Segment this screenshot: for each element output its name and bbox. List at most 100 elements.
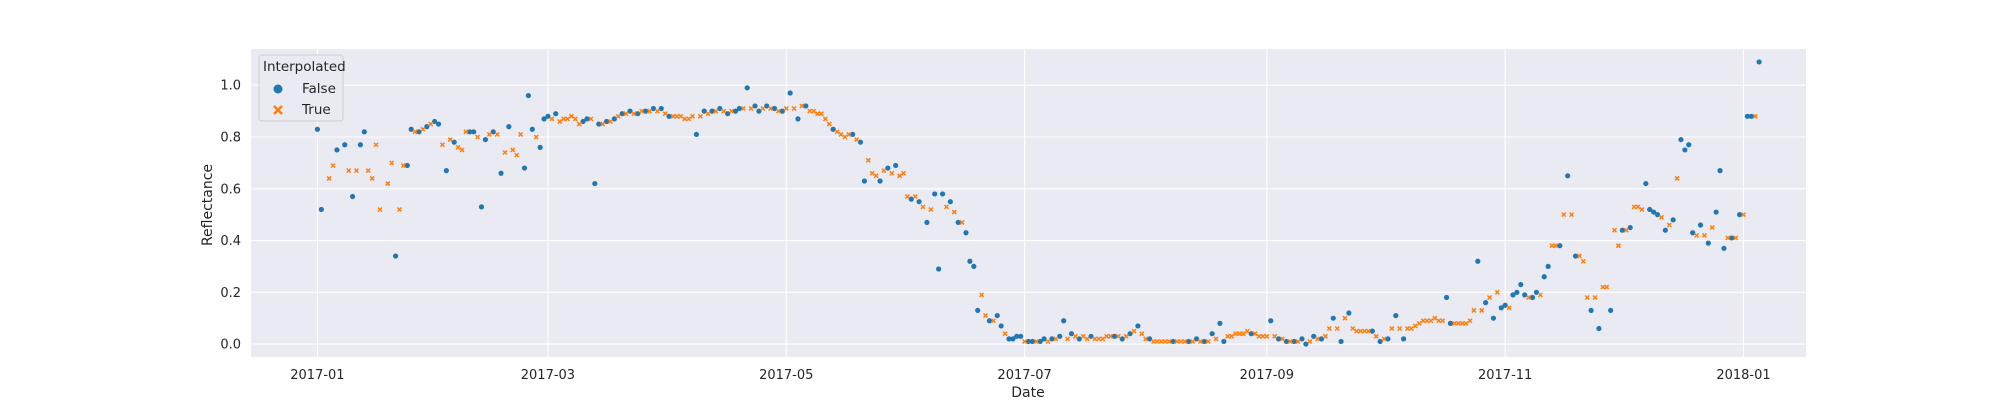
data-point-true: [842, 134, 848, 140]
data-point-false: [666, 113, 672, 119]
x-marker-stroke: [396, 206, 402, 213]
data-point-false: [1076, 336, 1082, 342]
data-point-false: [1147, 336, 1153, 342]
x-marker-stroke: [1420, 318, 1426, 324]
x-marker-stroke: [1436, 318, 1442, 324]
data-point-false: [1588, 307, 1594, 314]
x-marker-stroke: [1143, 336, 1149, 342]
data-point-true: [572, 116, 578, 122]
x-marker-stroke: [1666, 222, 1672, 228]
x-marker-stroke: [463, 129, 469, 135]
x-marker-stroke: [561, 116, 567, 122]
data-point-false: [408, 126, 414, 132]
data-point-false: [1545, 263, 1551, 270]
data-point-false: [1006, 336, 1012, 342]
x-marker-stroke: [842, 134, 848, 140]
data-point-true: [865, 157, 871, 163]
data-point-true: [889, 170, 895, 176]
x-marker-stroke: [1072, 333, 1078, 339]
data-point-true: [1053, 336, 1059, 342]
x-marker-stroke: [353, 168, 360, 174]
x-marker-stroke: [1084, 336, 1090, 342]
data-point-true: [951, 209, 957, 215]
x-marker-stroke: [1658, 214, 1664, 220]
data-point-true: [1694, 232, 1700, 238]
data-point-true: [807, 108, 813, 114]
data-point-true: [912, 193, 918, 200]
x-marker-stroke: [1272, 333, 1278, 339]
data-point-false: [1170, 338, 1176, 345]
data-point-true: [1709, 225, 1715, 231]
x-marker-stroke: [1740, 212, 1747, 218]
x-marker-stroke: [826, 121, 832, 127]
x-marker-stroke: [1045, 338, 1051, 345]
data-point-false: [619, 111, 625, 117]
data-point-false: [857, 139, 864, 145]
x-marker-stroke: [1326, 325, 1332, 332]
x-marker-stroke: [1373, 333, 1379, 339]
data-point-false: [1502, 302, 1508, 308]
data-point-true: [1666, 222, 1672, 228]
data-point-false: [471, 129, 477, 135]
data-point-true: [760, 105, 766, 112]
data-point-false: [627, 108, 633, 114]
x-marker-stroke: [1592, 294, 1598, 301]
data-point-true: [1674, 175, 1680, 181]
plot-area: [251, 49, 1806, 357]
x-marker-stroke: [783, 105, 789, 112]
x-marker-stroke: [1139, 331, 1145, 337]
data-point-true: [814, 111, 821, 117]
data-point-true: [1420, 318, 1426, 324]
data-point-false: [478, 204, 485, 210]
x-marker-stroke: [854, 137, 860, 143]
data-point-false: [451, 139, 457, 145]
x-marker-stroke: [1190, 338, 1196, 345]
data-point-true: [1166, 338, 1172, 345]
data-point-false: [1619, 227, 1625, 233]
x-marker-stroke: [572, 116, 578, 122]
x-marker-stroke: [1350, 325, 1356, 332]
x-marker-stroke: [518, 131, 524, 137]
data-point-true: [1397, 325, 1403, 332]
x-marker-stroke: [494, 131, 500, 137]
data-point-true: [365, 168, 371, 174]
data-point-true: [428, 121, 434, 127]
data-point-true: [1615, 243, 1621, 249]
data-point-true: [1592, 294, 1598, 301]
data-point-false: [1291, 338, 1297, 345]
x-marker-stroke: [1397, 325, 1403, 332]
data-point-false: [318, 206, 324, 213]
data-point-false: [1647, 206, 1653, 213]
x-marker-stroke: [631, 111, 637, 117]
data-point-true: [1272, 333, 1278, 339]
data-point-true: [326, 175, 332, 181]
x-marker-stroke: [982, 313, 989, 319]
data-point-true: [1639, 206, 1645, 213]
data-point-true: [600, 121, 606, 127]
x-marker-stroke: [1322, 333, 1328, 339]
y-tick-label: 0.2: [220, 286, 241, 301]
data-point-true: [1658, 214, 1664, 220]
data-point-false: [939, 191, 946, 197]
data-point-true: [1424, 318, 1430, 324]
data-point-true: [791, 105, 797, 112]
x-marker-stroke: [1100, 336, 1106, 342]
data-point-false: [1010, 336, 1016, 342]
data-point-false: [1490, 315, 1497, 321]
data-point-true: [439, 142, 445, 148]
data-point-true: [768, 105, 774, 112]
data-point-true: [1440, 318, 1446, 324]
data-point-true: [678, 113, 684, 119]
data-point-false: [1209, 331, 1215, 337]
data-point-false: [392, 253, 399, 259]
data-point-true: [1182, 338, 1188, 345]
x-marker-stroke: [834, 129, 840, 135]
x-marker-stroke: [1178, 338, 1184, 345]
x-marker-stroke: [564, 116, 571, 122]
data-point-true: [1178, 338, 1184, 345]
data-point-true: [1561, 212, 1567, 218]
data-point-true: [1150, 338, 1157, 345]
data-point-true: [713, 108, 719, 114]
x-marker-stroke: [1065, 336, 1071, 342]
